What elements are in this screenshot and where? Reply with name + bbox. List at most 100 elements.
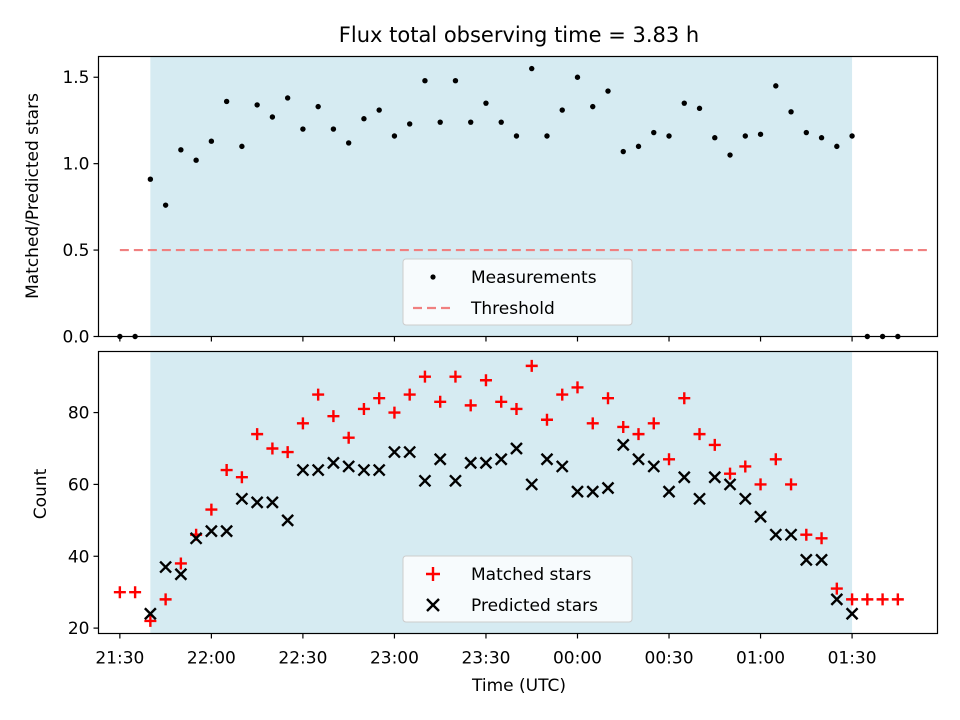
matched-star-point-33 [617, 420, 630, 433]
predicted-star-point-23 [494, 452, 508, 466]
matched-star-point-19 [403, 388, 416, 401]
measurement-point-25 [498, 119, 504, 125]
predicted-star-point-26 [540, 452, 554, 466]
measurement-point-14 [330, 126, 337, 132]
bottom-x-ticks: 21:30 22:00 22:30 23:00 23:30 00:00 00:30 01:00… [95, 633, 877, 669]
matched-star-point-35 [647, 417, 660, 430]
measurement-point-28 [544, 133, 550, 139]
matched-star-point-45 [800, 528, 813, 541]
measurement-point-15 [345, 140, 352, 146]
predicted-star-point-34 [662, 485, 676, 498]
predicted-star-point-0 [144, 607, 157, 621]
top-chart-title: Flux total observing time = 3.83 h [339, 23, 699, 47]
matched-star-point-11 [281, 446, 294, 459]
measurement-point-38 [696, 105, 703, 112]
matched-star-point-36 [663, 453, 676, 466]
predicted-star-point-27 [555, 460, 569, 473]
bottom-x-tick-label-3: 23:00 [370, 649, 419, 669]
predicted-star-point-40 [754, 510, 767, 524]
measurement-point-36 [666, 133, 672, 139]
measurement-point-43 [773, 83, 779, 89]
bottom-x-tick-label-4: 23:30 [461, 649, 510, 669]
measurement-point-37 [681, 100, 687, 106]
matched-star-point-17 [373, 392, 386, 405]
top-legend: Measurements Threshold [402, 258, 633, 326]
legend-measurements-label: Measurements [471, 268, 597, 288]
measurement-point-42 [757, 131, 764, 137]
bottom-y-tick-label-0: 20 [68, 619, 90, 639]
legend-matched-marker [426, 567, 440, 581]
predicted-star-point-22 [479, 456, 493, 470]
predicted-star-point-28 [571, 485, 584, 498]
matched-star-point-40 [724, 467, 737, 480]
matched-star-point-12 [296, 417, 309, 430]
predicted-star-point-19 [433, 452, 447, 466]
top-legend-box [402, 258, 633, 326]
measurement-point-40 [727, 152, 733, 158]
top-y-tick-label-3: 1.5 [62, 68, 89, 88]
measurement-point-27 [529, 65, 535, 72]
measurement-point-21 [437, 119, 443, 125]
measurement-point-17 [376, 107, 382, 113]
matched-star-point-46 [815, 532, 828, 545]
predicted-star-point-17 [403, 445, 417, 459]
predicted-star-point-21 [464, 456, 478, 470]
matched-star-point-24 [479, 374, 492, 387]
measurement-point-10 [269, 114, 276, 120]
bottom-legend-box [402, 555, 633, 623]
count-points [113, 359, 904, 627]
matched-star-point-41 [739, 460, 752, 473]
bottom-x-tick-label-6: 00:30 [645, 649, 694, 669]
measurement-point-9 [254, 102, 260, 108]
matched-star-point-27 [525, 359, 538, 372]
predicted-star-point-4 [205, 524, 218, 538]
predicted-star-point-15 [372, 463, 386, 477]
matched-star-point-31 [586, 417, 599, 430]
measurement-point-31 [590, 103, 596, 110]
measurement-point-12 [300, 126, 306, 132]
matched-star-point-44 [785, 478, 798, 491]
bottom-x-tick-label-1: 22:00 [187, 649, 236, 669]
measurement-point-39 [712, 135, 718, 141]
measurement-point-18 [391, 133, 398, 139]
matched-star-point-32 [602, 392, 615, 405]
measurement-point-33 [620, 148, 626, 155]
predicted-star-point-41 [769, 528, 783, 542]
bottom-x-tick-label-0: 21:30 [95, 649, 144, 669]
matched-star-point-22 [449, 370, 462, 383]
legend-predicted-marker [426, 598, 440, 612]
predicted-star-point-46 [845, 607, 859, 621]
matched-star-point-30 [571, 381, 584, 394]
matched-star-point-42 [754, 478, 767, 491]
predicted-star-point-43 [799, 553, 813, 567]
predicted-star-point-42 [784, 528, 798, 542]
predicted-star-point-30 [601, 481, 615, 495]
measurement-point-19 [406, 121, 413, 127]
bottom-legend: Matched stars Predicted stars [402, 555, 633, 623]
measurement-point-13 [315, 103, 321, 110]
top-x-ticks [119, 336, 853, 342]
top-y-tick-label-0: 0.0 [62, 328, 89, 348]
predicted-star-point-29 [586, 485, 600, 498]
predicted-star-point-3 [189, 531, 203, 545]
matched-star-point-39 [708, 438, 721, 451]
top-panel: Flux total observing time = 3.83 h 0.00.… [23, 23, 939, 348]
measurement-point-35 [651, 129, 657, 136]
top-y-ticks: 0.0 0.5 1.0 1.5 [62, 68, 99, 348]
measurement-point-41 [742, 133, 748, 139]
bottom-x-tick-label-8: 01:30 [828, 649, 877, 669]
measurement-point-26 [513, 133, 520, 139]
matched-star-point-50 [876, 593, 889, 606]
measurement-point-34 [635, 143, 642, 150]
matched-star-point-14 [327, 410, 340, 423]
predicted-star-point-36 [693, 492, 706, 506]
matched-star-point-26 [510, 402, 523, 415]
bottom-y-tick-label-2: 60 [68, 475, 90, 495]
legend-measurements-marker [430, 274, 436, 280]
predicted-star-point-18 [418, 474, 432, 488]
bottom-y-tick-label-3: 80 [68, 404, 90, 424]
bottom-x-tick-label-5: 00:00 [553, 649, 602, 669]
predicted-star-point-37 [708, 470, 722, 484]
matched-star-point-51 [891, 593, 904, 606]
